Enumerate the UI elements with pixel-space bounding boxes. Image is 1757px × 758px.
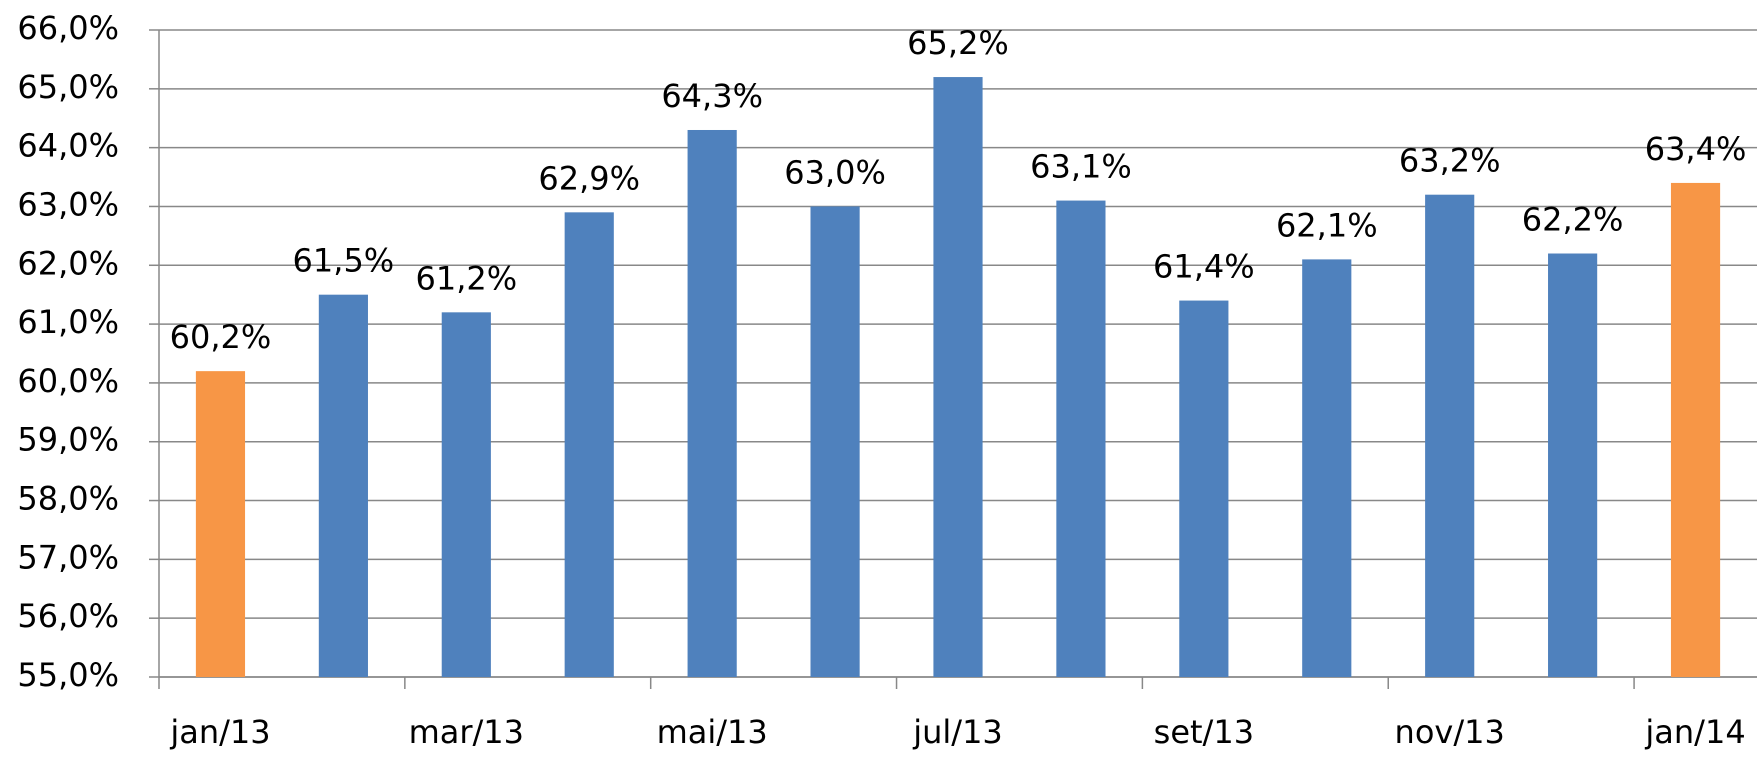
x-tick-label: nov/13 [1395,713,1505,751]
bar [195,371,246,677]
y-tick-label: 63,0% [17,185,119,223]
y-tick-label: 62,0% [17,244,119,282]
bar [441,312,491,677]
value-label: 63,4% [1645,130,1747,168]
x-tick-label: mar/13 [409,713,524,751]
x-tick-label: jan/13 [169,713,270,751]
y-tick-label: 56,0% [17,597,119,635]
x-tick-label: jan/14 [1644,713,1745,751]
y-tick-label: 66,0% [17,9,119,47]
bar [1302,259,1352,677]
value-label: 62,1% [1276,206,1378,244]
value-label: 62,9% [538,159,640,197]
x-tick-label: jul/13 [912,713,1003,751]
y-tick-label: 61,0% [17,303,119,341]
y-tick-label: 58,0% [17,480,119,518]
y-tick-label: 65,0% [17,68,119,106]
bar [1179,300,1229,677]
value-label: 61,2% [415,259,517,297]
bar [1425,194,1475,677]
bar [933,77,983,677]
value-label: 63,1% [1030,148,1132,186]
bar [1670,182,1721,677]
value-label: 65,2% [907,24,1009,62]
value-label: 63,2% [1399,142,1501,180]
bar [810,206,860,678]
y-tick-label: 59,0% [17,421,119,459]
value-label: 62,2% [1522,201,1624,239]
x-tick-label: mai/13 [657,713,768,751]
y-tick-label: 60,0% [17,362,119,400]
y-tick-label: 55,0% [17,656,119,694]
y-tick-label: 64,0% [17,127,119,165]
bar [1548,253,1598,677]
value-label: 61,4% [1153,248,1255,286]
value-label: 64,3% [661,77,763,115]
bar [687,129,737,677]
y-tick-label: 57,0% [17,538,119,576]
bar [318,294,368,677]
x-tick-label: set/13 [1154,713,1254,751]
bar [1056,200,1106,677]
value-label: 61,5% [293,242,395,280]
bar [564,212,614,677]
value-label: 63,0% [784,153,886,191]
value-label: 60,2% [170,318,272,356]
